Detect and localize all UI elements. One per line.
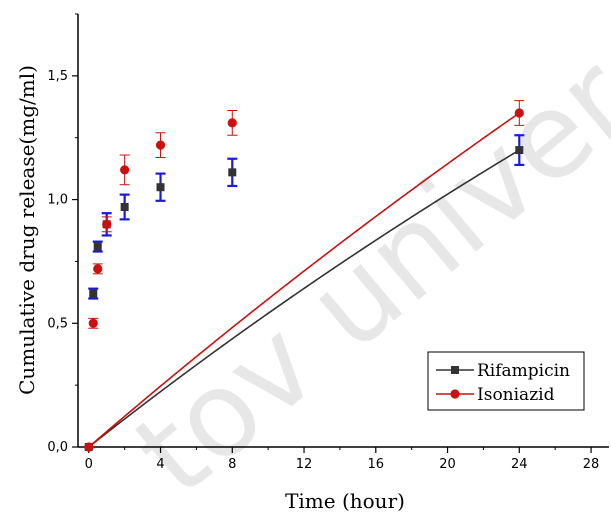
- x-tick-label: 24: [511, 457, 528, 472]
- y-axis-title: Cumulative drug release(mg/ml): [15, 65, 39, 395]
- legend-label: Rifampicin: [477, 361, 570, 381]
- fit-curve-rifampicin: [88, 149, 520, 448]
- x-tick-label: 28: [583, 457, 600, 472]
- data-point-circle: [155, 140, 166, 150]
- data-point-square: [156, 183, 165, 192]
- y-tick-label: 0,5: [47, 316, 68, 331]
- x-tick-label: 4: [156, 457, 164, 472]
- series-layer: [84, 100, 525, 452]
- x-tick-label: 12: [296, 457, 313, 472]
- legend-marker-square: [451, 366, 459, 374]
- data-point-square: [93, 242, 102, 251]
- x-tick-label: 0: [85, 457, 93, 472]
- data-point-circle: [227, 118, 237, 128]
- data-point-circle: [102, 219, 112, 229]
- data-point-square: [120, 202, 129, 211]
- legend: Rifampicin Isoniazid: [427, 351, 585, 411]
- data-point-square: [515, 146, 524, 155]
- watermark-text: tov univer: [109, 30, 611, 517]
- axes: 0 4 8 12 16 20 24 28 0,0 0,5 1,0 1,5: [47, 13, 609, 472]
- y-tick-label: 0,0: [47, 440, 68, 455]
- legend-label: Isoniazid: [477, 385, 555, 405]
- data-point-circle: [93, 264, 103, 274]
- series-isoniazid: [84, 100, 525, 452]
- data-point-square: [89, 289, 98, 298]
- fit-curve-isoniazid: [88, 112, 520, 448]
- data-point-circle: [88, 318, 98, 328]
- y-tick-label: 1,0: [47, 193, 68, 208]
- x-axis-title: Time (hour): [285, 489, 405, 513]
- data-point-circle: [120, 165, 130, 175]
- x-tick-label: 16: [368, 457, 385, 472]
- data-point-circle: [514, 108, 524, 118]
- x-tick-label: 20: [439, 457, 456, 472]
- legend-box: [427, 351, 585, 411]
- data-point-square: [228, 168, 237, 177]
- y-tick-label: 1,5: [47, 69, 68, 84]
- data-point-circle: [84, 442, 94, 452]
- legend-marker-circle: [450, 389, 460, 399]
- x-tick-label: 8: [228, 457, 236, 472]
